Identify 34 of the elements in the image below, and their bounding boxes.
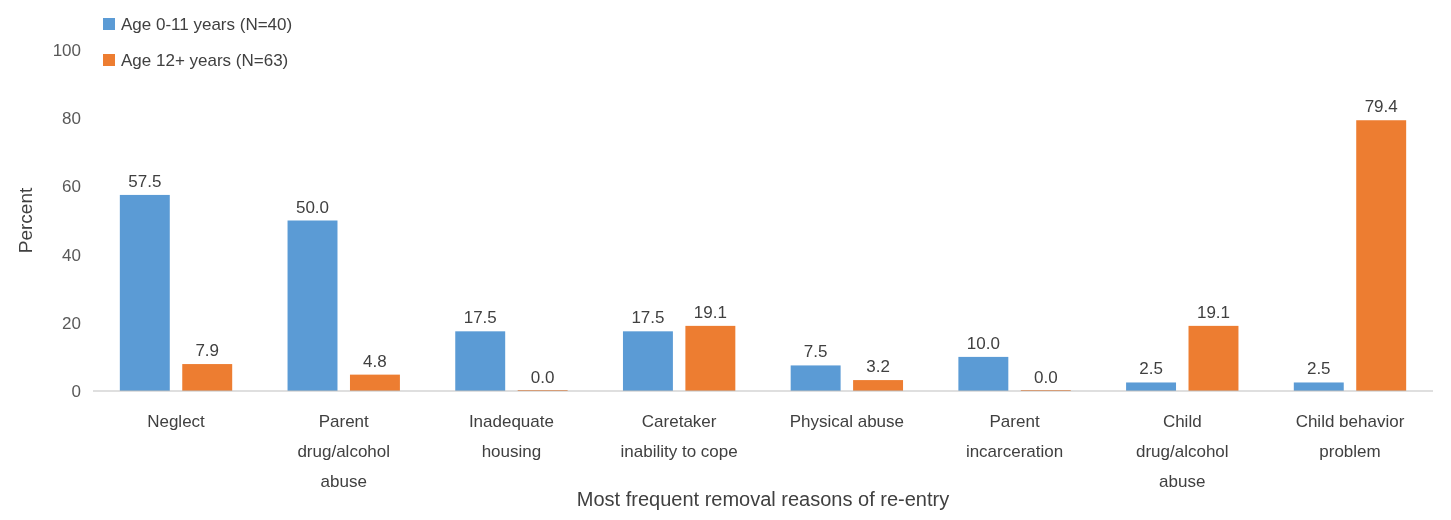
data-label: 19.1 — [1196, 302, 1231, 322]
data-label: 17.5 — [631, 308, 665, 328]
x-tick-label: Neglect — [147, 412, 206, 431]
data-label: 50.0 — [295, 197, 330, 217]
x-tick-label: Child drug/alcohol abuse — [1135, 412, 1229, 491]
data-label: 10.0 — [966, 333, 1000, 353]
x-tick-label: Parent drug/alcohol abuse — [297, 412, 391, 491]
x-tick-label: Parent incarceration — [965, 412, 1064, 461]
data-label: 79.4 — [1364, 97, 1398, 117]
x-tick-label: Caretaker inability to cope — [620, 412, 738, 461]
x-axis-title: Most frequent removal reasons of re-entry — [576, 488, 950, 510]
x-tick-label: Child behavior problem — [1295, 412, 1405, 461]
y-tick-label: 0 — [71, 381, 81, 401]
y-tick-label: 20 — [62, 313, 81, 333]
data-label: 2.5 — [1139, 359, 1163, 379]
data-label: 0.0 — [530, 368, 555, 387]
data-label: 19.1 — [693, 302, 727, 322]
data-label: 2.5 — [1306, 359, 1331, 379]
x-tick-label: Physical abuse — [789, 412, 905, 431]
y-axis-title: Percent — [15, 187, 36, 254]
data-label: 7.5 — [803, 342, 828, 362]
y-tick-label: 80 — [62, 109, 81, 129]
data-label: 3.2 — [866, 357, 890, 377]
data-label: 7.9 — [195, 341, 220, 361]
y-tick-label: 100 — [52, 40, 81, 60]
legend-label: Age 0-11 years (N=40) — [121, 14, 293, 34]
y-tick-label: 60 — [62, 177, 81, 197]
data-label: 17.5 — [463, 308, 497, 328]
legend-label: Age 12+ years (N=63) — [121, 50, 289, 70]
y-tick-label: 40 — [62, 245, 81, 265]
data-label: 0.0 — [1033, 368, 1058, 387]
x-tick-label: Inadequate housing — [468, 412, 554, 461]
data-label: 57.5 — [128, 171, 162, 191]
data-label: 4.8 — [363, 351, 387, 371]
